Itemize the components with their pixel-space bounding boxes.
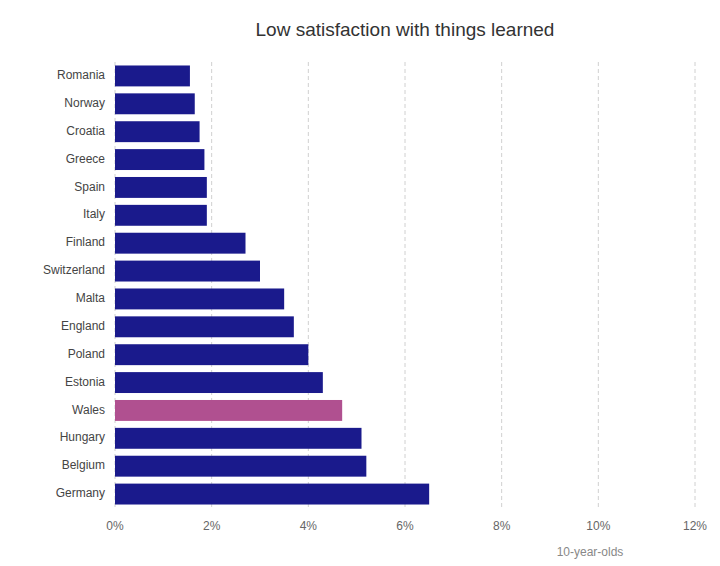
bar bbox=[115, 288, 284, 309]
x-tick-label: 0% bbox=[106, 519, 124, 533]
x-tick-label: 8% bbox=[493, 519, 511, 533]
bar bbox=[115, 484, 429, 505]
y-tick-label: Romania bbox=[57, 68, 105, 82]
y-tick-label: Belgium bbox=[62, 458, 105, 472]
x-tick-label: 10% bbox=[586, 519, 610, 533]
x-tick-label: 2% bbox=[203, 519, 221, 533]
bar bbox=[115, 233, 246, 254]
bars bbox=[115, 65, 429, 504]
y-tick-label: Wales bbox=[72, 403, 105, 417]
grid-line bbox=[695, 62, 696, 508]
x-tick-label: 12% bbox=[683, 519, 707, 533]
bar bbox=[115, 121, 200, 142]
grid-line bbox=[405, 62, 406, 508]
y-tick-label: England bbox=[61, 319, 105, 333]
bar bbox=[115, 93, 195, 114]
title: Low satisfaction with things learned bbox=[256, 19, 555, 40]
grid-line bbox=[501, 62, 502, 508]
y-tick-label: Italy bbox=[83, 207, 105, 221]
y-tick-label: Malta bbox=[76, 291, 106, 305]
x-tick-label: 4% bbox=[300, 519, 318, 533]
bar bbox=[115, 372, 323, 393]
y-tick-label: Hungary bbox=[60, 430, 105, 444]
x-axis-label: 10-year-olds bbox=[557, 545, 624, 559]
y-tick-label: Germany bbox=[56, 486, 105, 500]
x-axis: 0% 2% 4% 6% 8% 10% 12% bbox=[106, 519, 707, 533]
bar bbox=[115, 400, 342, 421]
bar bbox=[115, 65, 190, 86]
bar bbox=[115, 428, 362, 449]
bar bbox=[115, 149, 204, 170]
y-tick-label: Poland bbox=[68, 347, 105, 361]
bar bbox=[115, 177, 207, 198]
y-axis: Germany Belgium Hungary Wales Estonia Poland E… bbox=[43, 68, 105, 500]
chart-svg: Low satisfaction with things learned 0% 2%… bbox=[0, 0, 720, 566]
bar bbox=[115, 205, 207, 226]
grid bbox=[115, 62, 695, 508]
x-tick-label: 6% bbox=[396, 519, 414, 533]
chart-container: Low satisfaction with things learned 0% 2%… bbox=[0, 0, 720, 566]
grid-line bbox=[598, 62, 599, 508]
y-tick-label: Norway bbox=[64, 96, 105, 110]
y-tick-label: Estonia bbox=[65, 375, 105, 389]
y-tick-label: Switzerland bbox=[43, 263, 105, 277]
y-tick-label: Croatia bbox=[66, 124, 105, 138]
bar bbox=[115, 261, 260, 282]
bar bbox=[115, 344, 308, 365]
bar bbox=[115, 456, 366, 477]
y-tick-label: Spain bbox=[74, 180, 105, 194]
y-tick-label: Finland bbox=[66, 235, 105, 249]
y-tick-label: Greece bbox=[66, 152, 106, 166]
bar bbox=[115, 316, 294, 337]
